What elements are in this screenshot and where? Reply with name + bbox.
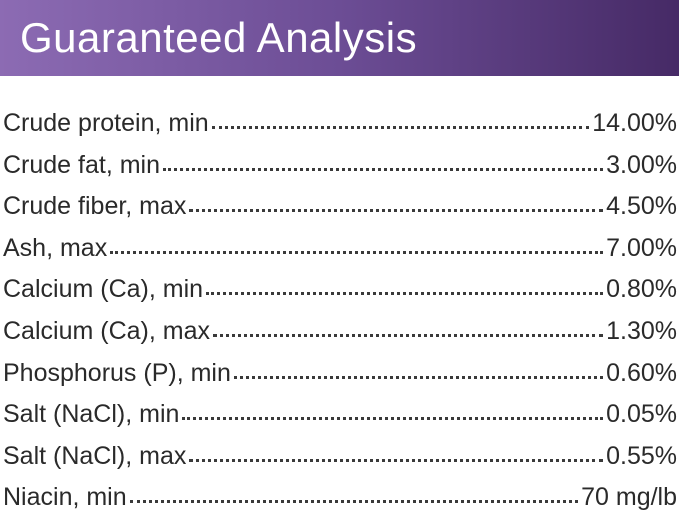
- nutrient-label: Niacin, min: [3, 483, 127, 512]
- row: Ash, max 7.00%: [3, 234, 677, 276]
- nutrient-label: Crude fiber, max: [3, 192, 187, 221]
- dot-leader: [182, 417, 604, 421]
- nutrient-label: Crude protein, min: [3, 109, 209, 137]
- dot-leader: [206, 292, 604, 296]
- nutrient-label: Crude fat, min: [3, 150, 161, 179]
- row: Crude fat, min 3.00%: [3, 151, 677, 193]
- row: Crude protein, min 14.00%: [3, 109, 677, 151]
- nutrient-value: 70 mg/lb: [581, 483, 677, 512]
- dot-leader: [189, 458, 604, 462]
- nutrient-value: 0.80%: [606, 275, 677, 304]
- dot-leader: [233, 375, 604, 379]
- nutrient-value: 4.50%: [606, 192, 677, 221]
- row: Crude fiber, max 4.50%: [3, 192, 677, 234]
- row: Phosphorus (P), min 0.60%: [3, 359, 677, 401]
- nutrient-value: 14.00%: [592, 109, 677, 137]
- nutrient-label: Phosphorus (P), min: [3, 358, 231, 387]
- title: Guaranteed Analysis: [20, 14, 418, 61]
- dot-leader: [163, 167, 604, 171]
- nutrient-value: 0.55%: [606, 441, 677, 470]
- nutrient-label: Salt (NaCl), min: [3, 400, 180, 429]
- nutrient-value: 0.60%: [606, 358, 677, 387]
- nutrient-label: Ash, max: [3, 233, 108, 262]
- dot-leader: [211, 126, 590, 129]
- analysis-table: Crude protein, min 14.00% Crude fat, min 3.…: [3, 109, 677, 525]
- row: Salt (NaCl), max 0.55%: [3, 442, 677, 484]
- dot-leader: [212, 333, 604, 337]
- row: Calcium (Ca), max 1.30%: [3, 317, 677, 359]
- nutrient-label: Calcium (Ca), max: [3, 316, 210, 345]
- row: Calcium (Ca), min 0.80%: [3, 275, 677, 317]
- row: Niacin, min 70 mg/lb: [3, 483, 677, 525]
- nutrient-value: 0.05%: [606, 400, 677, 429]
- dot-leader: [110, 250, 604, 254]
- dot-leader: [189, 209, 604, 213]
- nutrient-label: Salt (NaCl), max: [3, 441, 187, 470]
- nutrient-label: Calcium (Ca), min: [3, 275, 204, 304]
- row: Salt (NaCl), min 0.05%: [3, 400, 677, 442]
- nutrient-value: 1.30%: [606, 316, 677, 345]
- header-banner: Guaranteed Analysis: [0, 0, 679, 76]
- nutrient-value: 3.00%: [606, 150, 677, 179]
- nutrient-value: 7.00%: [606, 233, 677, 262]
- dot-leader: [129, 500, 579, 504]
